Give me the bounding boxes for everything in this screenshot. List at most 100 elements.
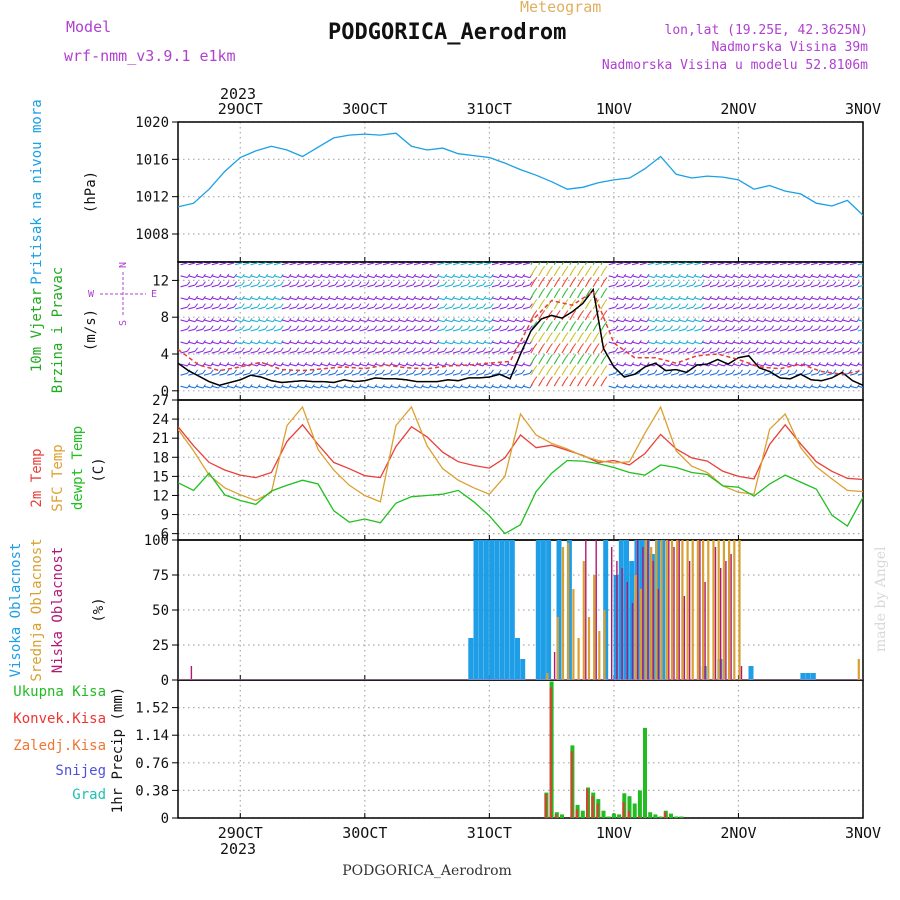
temperature-ytick-label-3: 15 [152, 469, 169, 485]
wind-ytick-label-0: 0 [161, 384, 169, 400]
precip-legend-3: Snijeg [55, 763, 106, 779]
cloud-bar-low_cloud-9 [637, 540, 639, 680]
cloud-bar-mid_cloud-7 [587, 617, 591, 680]
cloud-bar-high_cloud-1 [473, 540, 479, 680]
cloud-bar-mid_cloud-0 [546, 673, 549, 680]
cloud-bar-mid_cloud-16 [660, 540, 663, 680]
cloud-ytick-label-1: 25 [152, 638, 169, 654]
cloud-bar-low_cloud-11 [647, 540, 649, 680]
cloud-bar-mid_cloud-6 [582, 561, 585, 680]
precipitation-plot-area [544, 681, 895, 818]
cloud-bar-high_cloud-9 [515, 638, 520, 680]
model-name: wrf-nmm_v3.9.1 e1km [64, 47, 236, 65]
date-label-bottom-2: 31OCT [467, 824, 512, 842]
precipitation-ytick-label-1: 0.38 [135, 783, 169, 799]
temp-unit: (C) [91, 457, 107, 482]
cloud-bar-mid_cloud-2 [561, 547, 565, 680]
cloud-bar-low_cloud-23 [725, 561, 727, 680]
station-title: PODGORICA_Aerodrom [328, 20, 567, 45]
cloud-bar-mid_cloud-13 [644, 540, 648, 680]
compass-e: E [151, 289, 157, 300]
precip-legend-0: Ukupna Kisa [13, 684, 106, 700]
date-label-top-4: 2NOV [720, 100, 756, 118]
credit-label: made by Angel [873, 546, 889, 652]
precip-bar-total-20 [653, 814, 658, 818]
cloud-bar-low_cloud-22 [720, 568, 722, 680]
cloud-bar-mid_cloud-9 [598, 631, 601, 680]
cloud-bar-mid_cloud-11 [634, 575, 637, 680]
cloud-bar-low_cloud-10 [642, 547, 644, 680]
precip-bar-total-17 [637, 790, 642, 818]
cloud-ylabel-mid: Srednja Oblacnost [29, 538, 45, 681]
cloud-bar-mid_cloud-33 [868, 540, 870, 680]
cloud-bar-mid_cloud-20 [681, 540, 684, 680]
pressure-ytick-label-1: 1012 [135, 190, 169, 206]
cloud-ylabel-high: Visoka Oblacnost [8, 543, 24, 678]
precip-bar-total-28 [882, 792, 886, 818]
precip-bar-conv-7 [596, 803, 599, 818]
cloud-bar-high_cloud-19 [624, 540, 629, 680]
cloud-bar-high_cloud-13 [546, 540, 552, 680]
cloud-bar-high_cloud-6 [499, 540, 505, 680]
cloud-bar-high_cloud-29 [748, 666, 754, 680]
cloud-bar-high_cloud-10 [520, 659, 526, 680]
pressure-unit: (hPa) [83, 171, 99, 213]
cloud-bar-mid_cloud-23 [696, 540, 699, 680]
cloud-bar-low_cloud-15 [673, 547, 675, 680]
cloud-bar-high_cloud-12 [540, 540, 546, 680]
cloud-ytick-label-2: 50 [152, 603, 169, 619]
cloud-bar-low_cloud-0 [190, 666, 193, 680]
cloud-bar-low_cloud-5 [616, 561, 618, 680]
cloud-bar-low_cloud-17 [683, 596, 686, 680]
cloud-bar-high_cloud-2 [478, 540, 484, 680]
cloud-bar-mid_cloud-15 [655, 540, 658, 680]
footer-station: PODGORICA_Aerodrom [342, 863, 512, 879]
precip-bar-conv-0 [544, 794, 547, 818]
cloud-bar-mid_cloud-37 [889, 547, 891, 680]
wind-ytick-label-1: 4 [161, 347, 169, 363]
precip-bar-total-18 [643, 727, 647, 818]
year-label-bottom: 2023 [220, 840, 256, 858]
cloud-bar-high_cloud-4 [489, 540, 495, 680]
precip-bar-conv-8 [622, 802, 625, 818]
cloud-bar-mid_cloud-10 [603, 610, 606, 680]
wind-ytick-label-2: 8 [161, 310, 169, 326]
compass-n: N [118, 262, 129, 268]
wind-compass-icon: W E N S [88, 262, 157, 326]
date-label-bottom-1: 30OCT [342, 824, 387, 842]
cloud-bar-high_cloud-27 [701, 666, 707, 680]
precip-bar-conv-4 [575, 809, 579, 818]
precipitation-ytick-label-4: 1.52 [135, 701, 169, 717]
date-label-top-2: 31OCT [467, 100, 512, 118]
precip-bar-conv-13 [892, 778, 895, 818]
temperature-ytick-label-0: 6 [161, 527, 169, 543]
precipitation-ytick-label-0: 0 [161, 811, 169, 827]
model-elevation-label: Nadmorska Visina u modelu 52.8106m [601, 58, 868, 73]
cloud-bar-high_cloud-8 [509, 540, 515, 680]
date-label-bottom-5: 3NOV [845, 824, 881, 842]
precip-bar-total-13 [617, 814, 622, 818]
temperature-series-temp2m [178, 423, 863, 481]
precip-bar-conv-9 [627, 810, 630, 818]
cloud-bar-mid_cloud-26 [712, 540, 715, 680]
temperature-ytick-label-7: 27 [152, 393, 169, 409]
cloud-ytick-label-0: 0 [161, 673, 169, 689]
cloud-bar-high_cloud-15 [566, 540, 572, 680]
precip-bar-conv-6 [591, 796, 594, 818]
precip-bar-conv-3 [570, 751, 573, 818]
date-label-top-3: 1NOV [596, 100, 632, 118]
cloud-bar-mid_cloud-19 [676, 540, 679, 680]
precipitation-frame [177, 679, 864, 819]
temperature-ytick-label-5: 21 [152, 431, 169, 447]
precip-bar-total-16 [632, 803, 637, 818]
precip-bar-conv-2 [554, 814, 558, 818]
cloud-bar-high_cloud-16 [603, 540, 609, 680]
precip-bar-total-15 [627, 796, 632, 818]
cloud-bar-high_cloud-11 [535, 540, 541, 680]
cloud-bar-high_cloud-25 [655, 540, 661, 680]
date-label-bottom-3: 1NOV [596, 824, 632, 842]
cloud-bar-low_cloud-2 [585, 540, 587, 680]
temperature-ytick-label-6: 24 [152, 412, 169, 428]
date-label-top-5: 3NOV [845, 100, 881, 118]
